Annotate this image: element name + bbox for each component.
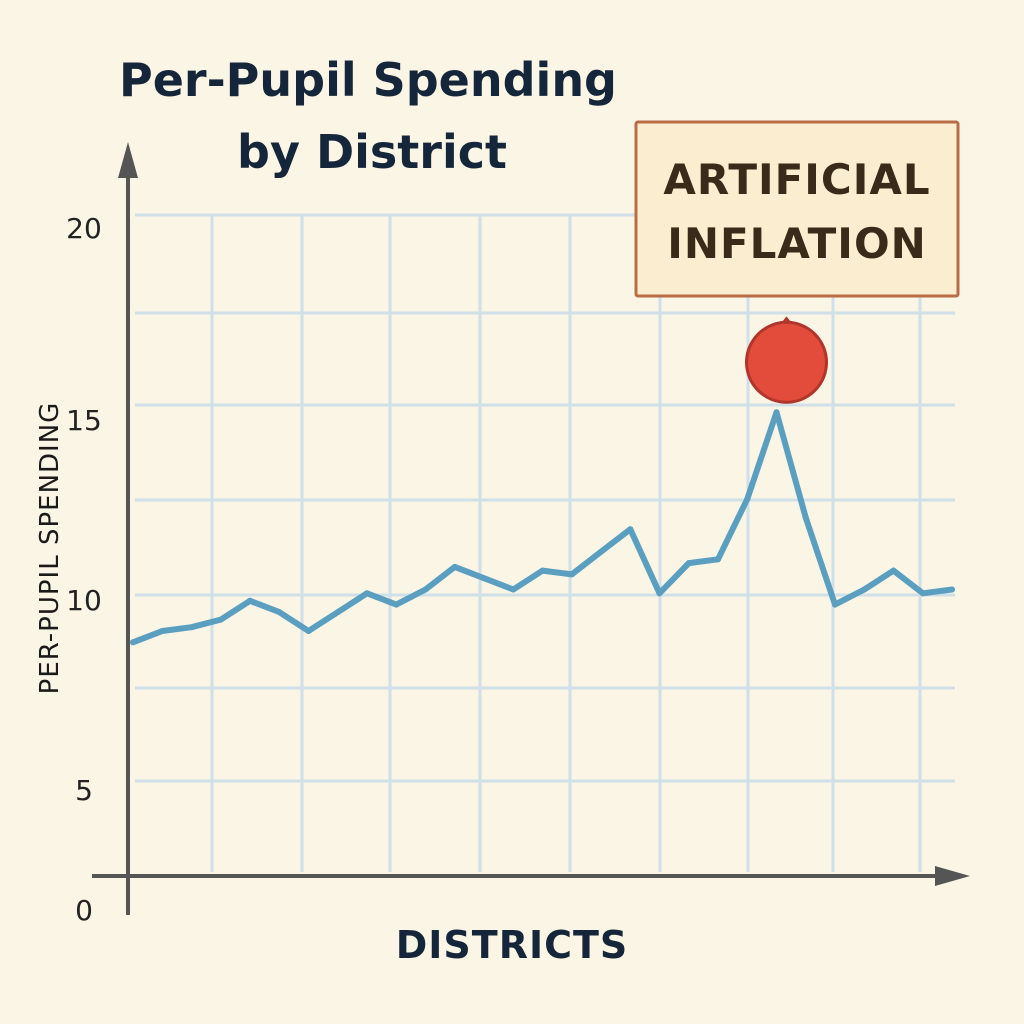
data-point xyxy=(598,548,604,555)
series-layer xyxy=(130,409,955,646)
data-point xyxy=(481,575,487,582)
data-point xyxy=(715,556,721,563)
highlight-layer xyxy=(745,316,828,404)
data-point xyxy=(627,526,634,533)
y-axis-arrowhead xyxy=(118,142,138,178)
y-tick-layer: 0 5 10 15 20 xyxy=(66,212,102,927)
data-point xyxy=(832,601,838,608)
series-line xyxy=(130,409,955,646)
callout-box: ARTIFICIAL INFLATION xyxy=(634,120,960,298)
callout-box-frame xyxy=(634,120,960,298)
highlight-dot xyxy=(745,320,828,404)
y-tick-label: 0 xyxy=(75,894,93,927)
data-point xyxy=(422,586,429,593)
data-point xyxy=(539,567,546,574)
data-point xyxy=(364,590,370,597)
chart-title-line-2: by District xyxy=(237,125,507,179)
y-axis-label: PER-PUPIL SPENDING xyxy=(35,402,65,695)
data-point xyxy=(949,586,955,593)
data-point xyxy=(188,624,195,631)
chart-title-line-1: Per-Pupil Spending xyxy=(119,53,617,107)
data-point xyxy=(568,571,575,578)
y-tick-label: 20 xyxy=(66,212,102,245)
data-point xyxy=(451,563,458,570)
data-point xyxy=(890,567,897,574)
data-point xyxy=(276,609,283,616)
data-point xyxy=(247,597,253,604)
data-point xyxy=(217,616,224,623)
y-tick-label: 15 xyxy=(66,404,102,437)
data-point xyxy=(334,609,341,616)
data-point xyxy=(305,628,312,634)
data-point xyxy=(159,628,166,634)
data-point xyxy=(802,514,809,521)
callout-label-line-1: ARTIFICIAL xyxy=(663,155,930,204)
axis-layer xyxy=(92,142,970,915)
x-axis-arrowhead xyxy=(935,866,970,886)
data-point xyxy=(744,496,751,502)
data-point xyxy=(510,586,517,593)
data-point xyxy=(130,639,136,646)
data-point xyxy=(919,590,926,597)
data-point xyxy=(656,590,663,597)
x-axis-label: DISTRICTS xyxy=(396,923,629,967)
data-point xyxy=(861,586,868,593)
y-tick-label: 5 xyxy=(75,774,93,807)
callout-label-line-2: INFLATION xyxy=(667,219,927,268)
data-point xyxy=(393,601,400,608)
y-tick-label: 10 xyxy=(66,584,102,617)
data-point xyxy=(685,560,692,567)
grid-layer xyxy=(135,213,955,872)
data-point xyxy=(773,409,780,416)
